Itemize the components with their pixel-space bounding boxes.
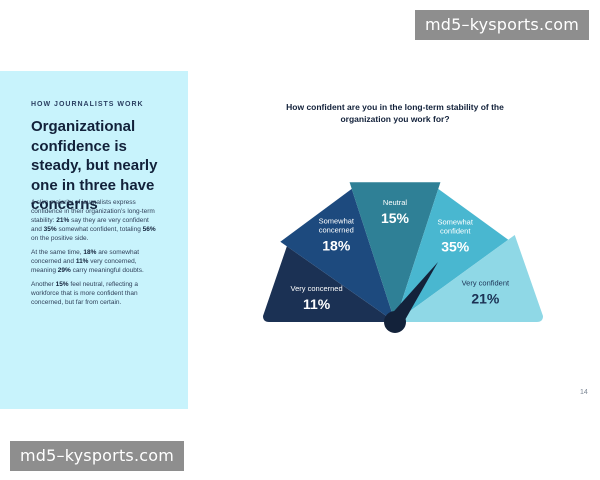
body-paragraph: Another 15% feel neutral, reflecting a w… xyxy=(31,280,159,307)
gauge-segment xyxy=(395,188,509,322)
body-run: somewhat confident, totaling xyxy=(56,226,143,233)
gauge-segment xyxy=(280,188,395,322)
segment-label: Somewhat xyxy=(438,217,474,226)
segment-label: concerned xyxy=(319,225,354,234)
highlight-stat: 21% xyxy=(56,217,70,224)
body-run: A slim majority of journalists express c… xyxy=(31,199,155,224)
gauge-segment xyxy=(263,246,395,322)
highlight-stat: 11% xyxy=(75,258,89,265)
highlight-stat: 35% xyxy=(43,226,57,233)
body-run: Another xyxy=(31,281,56,288)
gauge-needle xyxy=(387,262,438,327)
segment-value: 11% xyxy=(303,296,331,312)
highlight-stat: 18% xyxy=(83,249,97,256)
body-run: feel neutral, reflecting a workforce tha… xyxy=(31,281,138,306)
body-paragraph: A slim majority of journalists express c… xyxy=(31,198,159,243)
gauge-segment xyxy=(395,235,543,322)
segment-label: Somewhat xyxy=(319,216,355,225)
segment-value: 21% xyxy=(471,291,500,307)
body-run: say they are very confident and xyxy=(31,217,149,233)
segment-label: Very confident xyxy=(462,279,510,288)
segment-value: 15% xyxy=(381,210,410,226)
segment-label: Very concerned xyxy=(291,284,343,293)
page-number: 14 xyxy=(580,389,588,396)
body-run: very concerned, meaning xyxy=(31,258,137,274)
sidebar-headline: Organizational confidence is steady, but… xyxy=(31,118,158,213)
sidebar-body: A slim majority of journalists express c… xyxy=(31,198,159,312)
body-run: are somewhat concerned and xyxy=(31,249,140,265)
highlight-stat: 29% xyxy=(57,267,71,274)
body-run: carry meaningful doubts. xyxy=(70,267,144,274)
gauge-segment xyxy=(349,182,441,322)
body-run: At the same time, xyxy=(31,249,84,256)
highlight-stat: 56% xyxy=(142,226,156,233)
segment-label: confident xyxy=(440,226,471,235)
segment-value: 18% xyxy=(322,237,351,253)
gauge-needle-hub xyxy=(384,311,406,333)
chart-title: How confident are you in the long-term s… xyxy=(286,102,504,124)
segment-value: 35% xyxy=(441,238,470,254)
segment-label: Neutral xyxy=(383,198,408,207)
body-run: on the positive side. xyxy=(31,235,89,242)
highlight-stat: 15% xyxy=(55,281,69,288)
watermark-top: md5–kysports.com xyxy=(414,10,589,40)
body-paragraph: At the same time, 18% are somewhat conce… xyxy=(31,248,159,275)
section-eyebrow: HOW JOURNALISTS WORK xyxy=(31,101,144,108)
watermark-bottom: md5–kysports.com xyxy=(10,441,185,471)
sidebar-panel: HOW JOURNALISTS WORK Organizational conf… xyxy=(0,71,188,409)
